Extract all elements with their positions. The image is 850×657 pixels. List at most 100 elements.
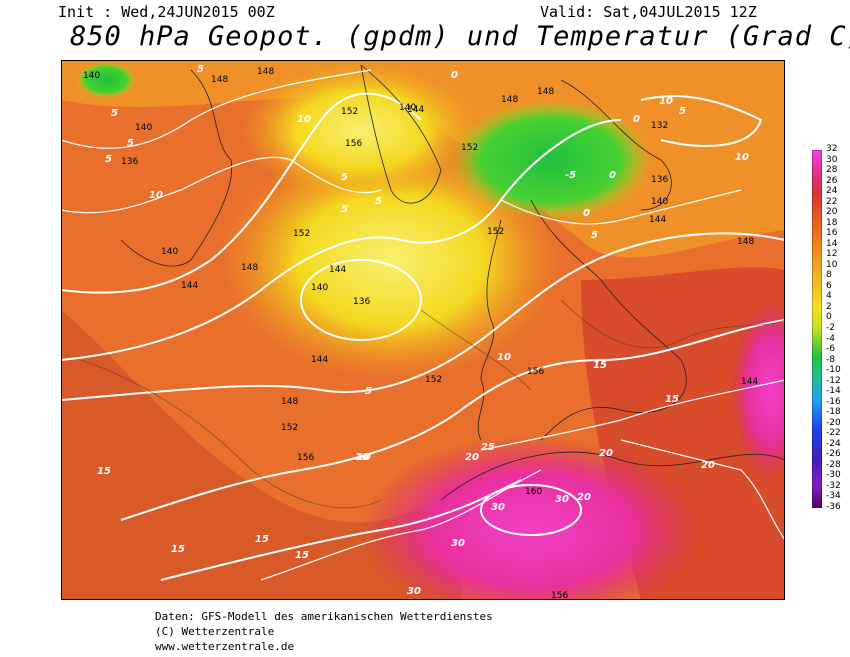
warm-region-south-west <box>61 310 461 600</box>
gpdm-label: 156 <box>527 367 544 377</box>
legend-color-bar <box>812 150 822 508</box>
legend-tick: -10 <box>826 365 841 376</box>
gpdm-label: 152 <box>341 107 358 117</box>
temp-label: 30 <box>407 586 421 597</box>
gpdm-label: 144 <box>407 105 424 115</box>
temp-label: 5 <box>679 106 686 117</box>
temp-label: 5 <box>197 64 204 75</box>
gpdm-label: 148 <box>241 263 258 273</box>
temp-label: 20 <box>465 452 479 463</box>
gpdm-label: 136 <box>353 297 370 307</box>
gpdm-label: 136 <box>121 157 138 167</box>
gpdm-label: 152 <box>281 423 298 433</box>
gpdm-label: 144 <box>649 215 666 225</box>
gpdm-label: 132 <box>651 121 668 131</box>
temp-label: 5 <box>341 204 348 215</box>
legend-tick: 18 <box>826 217 838 228</box>
temp-label: 30 <box>491 502 505 513</box>
temp-label: 10 <box>149 190 163 201</box>
legend-tick: -32 <box>826 480 841 491</box>
temp-label: 15 <box>295 550 309 561</box>
legend-tick: 8 <box>826 270 832 281</box>
legend-tick: 12 <box>826 249 838 260</box>
chart-title: 850 hPa Geopot. (gpdm) und Temperatur (G… <box>70 21 850 52</box>
map-frame <box>61 60 785 600</box>
legend-tick: -6 <box>826 344 835 355</box>
legend-tick: -18 <box>826 407 841 418</box>
temp-label: 30 <box>555 494 569 505</box>
temp-label: 5 <box>127 138 134 149</box>
temp-label: 0 <box>451 70 458 81</box>
weather-map: 140 148 148 140 152 156 136 144 140 148 … <box>61 60 785 600</box>
legend-tick: 28 <box>826 165 838 176</box>
temp-label: 10 <box>355 452 369 463</box>
legend-tick: 0 <box>826 312 832 323</box>
gpdm-label: 144 <box>329 265 346 275</box>
legend-tick: 30 <box>826 154 838 165</box>
gpdm-label: 148 <box>537 87 554 97</box>
temp-label: 10 <box>659 96 673 107</box>
gpdm-label: 148 <box>281 397 298 407</box>
gpdm-label: 148 <box>211 75 228 85</box>
legend-tick: 2 <box>826 301 832 312</box>
gpdm-label: 140 <box>135 123 152 133</box>
legend-tick: -30 <box>826 470 841 481</box>
green-cold-pool <box>451 100 651 220</box>
gpdm-label: 144 <box>311 355 328 365</box>
gpdm-label: 140 <box>161 247 178 257</box>
temp-label: 10 <box>357 452 371 463</box>
temp-label: 30 <box>451 538 465 549</box>
gpdm-label: 140 <box>399 103 416 113</box>
legend-tick: 10 <box>826 259 838 270</box>
gpdm-label: 140 <box>311 283 328 293</box>
gpdm-label: 148 <box>737 237 754 247</box>
pink-hot-east <box>731 300 785 480</box>
gpdm-label: 160 <box>525 487 542 497</box>
legend-tick: -24 <box>826 438 841 449</box>
gpdm-label: 140 <box>651 197 668 207</box>
gpdm-label: 152 <box>461 143 478 153</box>
temp-label: 0 <box>609 170 616 181</box>
green-cold-pool-nw <box>76 62 136 98</box>
geopotential-labels: 140 148 148 140 152 156 136 144 140 148 … <box>83 67 758 600</box>
gpdm-label: 140 <box>83 71 100 81</box>
temp-label: 5 <box>341 172 348 183</box>
pink-hot-area <box>361 435 701 600</box>
temp-label: 15 <box>255 534 269 545</box>
legend-tick: 14 <box>826 238 838 249</box>
temp-label: 15 <box>665 394 679 405</box>
legend-tick: -20 <box>826 417 841 428</box>
temp-label: -5 <box>565 170 576 181</box>
temperature-isolines <box>61 69 785 581</box>
footer-website: www.wetterzentrale.de <box>155 640 295 653</box>
temp-label: 0 <box>633 114 640 125</box>
footer-copyright: (C) Wetterzentrale <box>155 625 275 638</box>
gpdm-label: 152 <box>293 229 310 239</box>
temp-label: 10 <box>735 152 749 163</box>
temp-label: 5 <box>375 196 382 207</box>
legend-tick: -8 <box>826 354 835 365</box>
gpdm-label: 148 <box>257 67 274 77</box>
legend-tick: -14 <box>826 386 841 397</box>
temp-label: 5 <box>105 154 112 165</box>
temp-label: 10 <box>497 352 511 363</box>
legend-tick: -36 <box>826 502 841 512</box>
legend-tick: 6 <box>826 280 832 291</box>
init-time: Init : Wed,24JUN2015 00Z <box>58 3 275 21</box>
legend-tick: 16 <box>826 228 838 239</box>
temp-label: 5 <box>111 108 118 119</box>
legend-tick: -2 <box>826 323 835 333</box>
temp-label: 15 <box>593 360 607 371</box>
gpdm-label: 152 <box>487 227 504 237</box>
temp-label: 5 <box>365 386 372 397</box>
gpdm-label: 156 <box>297 453 314 463</box>
yellow-cold-area <box>221 140 561 380</box>
temp-label: 5 <box>591 230 598 241</box>
temp-label: 15 <box>97 466 111 477</box>
legend-tick: -28 <box>826 459 841 470</box>
gpdm-label: 144 <box>741 377 758 387</box>
gpdm-label: 156 <box>345 139 362 149</box>
legend-tick: -26 <box>826 449 841 460</box>
gpdm-label: 156 <box>551 591 568 600</box>
gpdm-label: 152 <box>425 375 442 385</box>
